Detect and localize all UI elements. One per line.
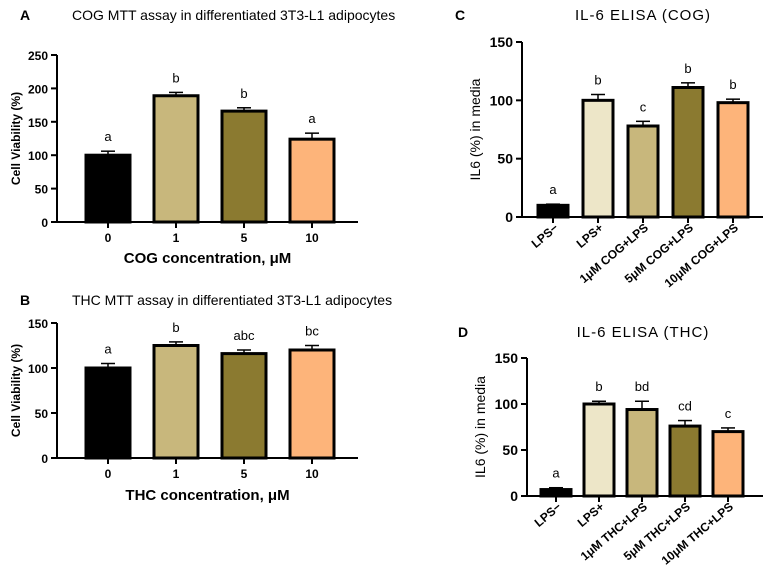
significance-letter: b bbox=[594, 73, 601, 88]
y-tick-label: 150 bbox=[28, 317, 48, 331]
bar bbox=[626, 124, 660, 219]
bar bbox=[539, 488, 573, 498]
x-tick-label: LPS+ bbox=[575, 500, 607, 530]
y-axis-label: Cell Viability (%) bbox=[9, 344, 23, 437]
significance-letter: b bbox=[172, 320, 179, 335]
bar bbox=[288, 137, 336, 224]
significance-letter: cd bbox=[678, 399, 692, 414]
x-axis-label: COG concentration, μM bbox=[124, 250, 292, 267]
bar bbox=[84, 153, 132, 224]
significance-letter: c bbox=[640, 99, 647, 114]
panel-label: C bbox=[455, 7, 465, 23]
significance-letter: a bbox=[552, 466, 560, 481]
chart-title: IL-6 ELISA (COG) bbox=[575, 7, 711, 24]
bar bbox=[625, 408, 659, 498]
x-axis-label: THC concentration, μM bbox=[125, 487, 289, 504]
panel-label: A bbox=[20, 7, 30, 23]
x-tick-label: 0 bbox=[105, 467, 112, 481]
y-axis-label: IL6 (%) in media bbox=[467, 78, 483, 180]
bar bbox=[668, 424, 702, 498]
y-tick-label: 0 bbox=[41, 216, 48, 230]
significance-letter: b bbox=[240, 86, 247, 101]
significance-letter: abc bbox=[234, 328, 255, 343]
y-tick-label: 200 bbox=[28, 82, 48, 96]
significance-letter: b bbox=[684, 61, 691, 76]
significance-letter: c bbox=[725, 406, 732, 421]
chart-title: COG MTT assay in differentiated 3T3-L1 a… bbox=[72, 7, 395, 23]
y-tick-label: 50 bbox=[497, 151, 513, 167]
x-tick-label: LPS− bbox=[532, 500, 564, 530]
x-tick-label: 1 bbox=[173, 231, 180, 245]
panel-label: B bbox=[20, 292, 30, 308]
y-tick-label: 50 bbox=[35, 183, 49, 197]
bar bbox=[220, 352, 268, 460]
y-tick-label: 250 bbox=[28, 49, 48, 63]
x-tick-label: 10 bbox=[305, 467, 319, 481]
x-tick-label: 10 bbox=[305, 231, 319, 245]
bar bbox=[671, 86, 705, 219]
significance-letter: b bbox=[595, 379, 602, 394]
x-tick-label: 0 bbox=[105, 231, 112, 245]
y-tick-label: 0 bbox=[41, 452, 48, 466]
y-tick-label: 100 bbox=[28, 149, 48, 163]
bar bbox=[711, 430, 745, 498]
y-axis-label: IL6 (%) in media bbox=[472, 376, 488, 478]
x-tick-label: LPS+ bbox=[574, 221, 606, 251]
significance-letter: bd bbox=[635, 379, 649, 394]
y-axis-label: Cell Viability (%) bbox=[9, 92, 23, 185]
significance-letter: b bbox=[729, 77, 736, 92]
x-tick-label: LPS− bbox=[529, 221, 561, 251]
y-tick-label: 150 bbox=[490, 34, 514, 50]
y-tick-label: 100 bbox=[490, 92, 514, 108]
significance-letter: b bbox=[172, 70, 179, 85]
bar bbox=[536, 203, 570, 219]
y-tick-label: 50 bbox=[35, 407, 49, 421]
y-tick-label: 50 bbox=[502, 442, 518, 458]
chart-title: IL-6 ELISA (THC) bbox=[577, 324, 710, 341]
y-tick-label: 0 bbox=[510, 488, 518, 504]
significance-letter: a bbox=[104, 129, 112, 144]
significance-letter: bc bbox=[305, 324, 319, 339]
bar bbox=[152, 94, 200, 224]
bar bbox=[152, 344, 200, 460]
significance-letter: a bbox=[104, 342, 112, 357]
panel-label: D bbox=[458, 324, 468, 340]
significance-letter: a bbox=[308, 111, 316, 126]
x-tick-label: 5 bbox=[241, 231, 248, 245]
y-tick-label: 0 bbox=[505, 209, 513, 225]
bar bbox=[582, 402, 616, 498]
y-tick-label: 100 bbox=[28, 362, 48, 376]
y-tick-label: 150 bbox=[28, 116, 48, 130]
bar bbox=[84, 366, 132, 460]
bar bbox=[581, 98, 615, 219]
x-tick-label: 5 bbox=[241, 467, 248, 481]
bar bbox=[716, 101, 750, 219]
significance-letter: a bbox=[549, 182, 557, 197]
bar bbox=[288, 348, 336, 460]
bar bbox=[220, 109, 268, 224]
chart-title: THC MTT assay in differentiated 3T3-L1 a… bbox=[72, 292, 392, 308]
y-tick-label: 150 bbox=[495, 350, 519, 366]
x-tick-label: 1 bbox=[173, 467, 180, 481]
y-tick-label: 100 bbox=[495, 396, 519, 412]
